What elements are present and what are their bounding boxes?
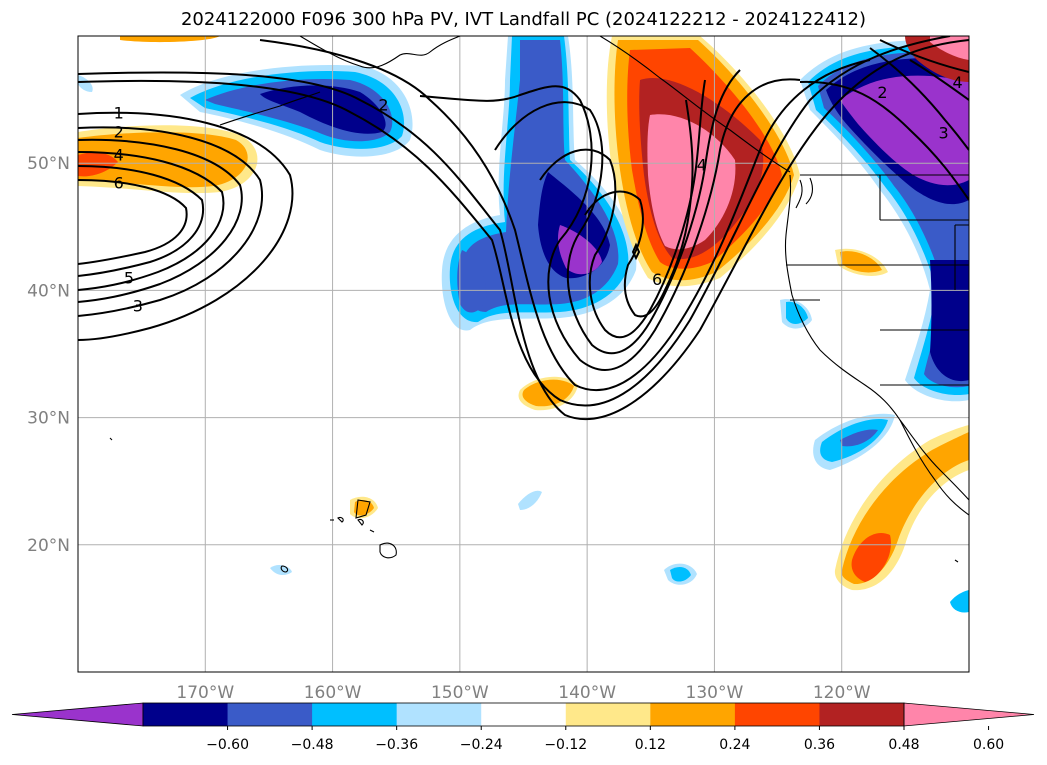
contour-west-6 bbox=[78, 179, 188, 265]
colorbar-segment bbox=[227, 703, 313, 726]
colorbar-frame bbox=[142, 702, 905, 727]
coastline-mexico bbox=[899, 419, 969, 501]
colorbar-tick-label: 0.36 bbox=[804, 737, 835, 753]
ivt-contours bbox=[78, 36, 969, 421]
coastline-west-coast bbox=[784, 174, 969, 516]
contour-west-4 bbox=[78, 151, 225, 291]
colorbar-extend-max bbox=[903, 702, 1035, 727]
colorbar-tick-label: 0.48 bbox=[888, 737, 919, 753]
lat-tick-label: 40°N bbox=[27, 281, 70, 301]
map-frame bbox=[77, 35, 970, 673]
contour-west-5 bbox=[78, 165, 205, 277]
contour-label: 4 bbox=[697, 155, 707, 174]
colorbar-segment bbox=[650, 703, 736, 726]
contour-west-1 bbox=[78, 111, 294, 341]
contour-trough-6 bbox=[539, 79, 706, 339]
contour-label: 1 bbox=[114, 103, 124, 122]
colorbar-segment bbox=[396, 703, 482, 726]
contour-trough-7 bbox=[584, 99, 694, 318]
contour-trough-4 bbox=[419, 78, 801, 371]
lon-tick-label: 140°W bbox=[558, 683, 616, 703]
contour-trough-2 bbox=[78, 36, 951, 407]
lon-tick-label: 160°W bbox=[304, 683, 362, 703]
contour-ne-2 bbox=[869, 47, 969, 151]
colorbar-tick-label: 0.24 bbox=[719, 737, 750, 753]
colorbar: −0.60 −0.48 −0.36 −0.24 −0.12 0.12 0.24 0.36 0.4… bbox=[11, 702, 1035, 753]
contour-trough-5 bbox=[494, 69, 741, 355]
coastlines bbox=[109, 36, 969, 573]
contour-trough-1 bbox=[78, 39, 969, 421]
colorbar-segment bbox=[734, 703, 820, 726]
coastline-alaska bbox=[299, 36, 461, 69]
colorbar-extend-min bbox=[11, 702, 144, 727]
colorbar-tick-label: −0.24 bbox=[460, 737, 503, 753]
colorbar-tick-label: 0.12 bbox=[635, 737, 666, 753]
lat-tick-label: 30°N bbox=[27, 409, 70, 429]
latitude-labels: 50°N 40°N 30°N 20°N bbox=[27, 154, 70, 556]
colorbar-tick-label: −0.48 bbox=[291, 737, 334, 753]
colorbar-tick-label: 0.60 bbox=[973, 737, 1004, 753]
contour-label: 2 bbox=[877, 83, 887, 102]
contour-label: 2 bbox=[378, 96, 388, 115]
colorbar-segment bbox=[143, 703, 229, 726]
colorbar-tick-label: −0.60 bbox=[206, 737, 249, 753]
colorbar-segment bbox=[819, 703, 905, 726]
contour-ne-4 bbox=[879, 39, 969, 73]
contour-ne-3 bbox=[909, 59, 969, 101]
colorbar-segment bbox=[481, 703, 567, 726]
contour-west-2 bbox=[78, 126, 263, 317]
contour-label: 6 bbox=[114, 173, 124, 192]
lon-tick-label: 150°W bbox=[431, 683, 489, 703]
colorbar-tick-label: −0.36 bbox=[375, 737, 418, 753]
island-hawaii bbox=[379, 542, 397, 559]
colorbar-segment bbox=[565, 703, 651, 726]
lon-tick-label: 120°W bbox=[813, 683, 871, 703]
contour-label: 2 bbox=[114, 122, 124, 141]
lat-tick-label: 50°N bbox=[27, 154, 70, 174]
lon-tick-label: 170°W bbox=[176, 683, 234, 703]
contour-label: 3 bbox=[938, 124, 948, 143]
colorbar-segment bbox=[312, 703, 398, 726]
colorbar-tick-label: −0.12 bbox=[544, 737, 587, 753]
map-title: 2024122000 F096 300 hPa PV, IVT Landfall… bbox=[180, 9, 867, 30]
contour-label: 5 bbox=[124, 269, 134, 288]
contour-label: 4 bbox=[114, 145, 124, 164]
longitude-labels: 170°W 160°W 150°W 140°W 130°W 120°W bbox=[176, 683, 870, 703]
contour-ne-1 bbox=[799, 80, 969, 201]
pv-shading bbox=[78, 36, 969, 613]
lon-tick-label: 130°W bbox=[686, 683, 744, 703]
lat-tick-label: 20°N bbox=[27, 536, 70, 556]
contour-label: 6 bbox=[652, 270, 662, 289]
contour-trough-3 bbox=[259, 39, 871, 392]
contour-label: 4 bbox=[952, 73, 962, 92]
contour-west-3 bbox=[78, 138, 243, 303]
contour-label: 3 bbox=[133, 297, 143, 316]
